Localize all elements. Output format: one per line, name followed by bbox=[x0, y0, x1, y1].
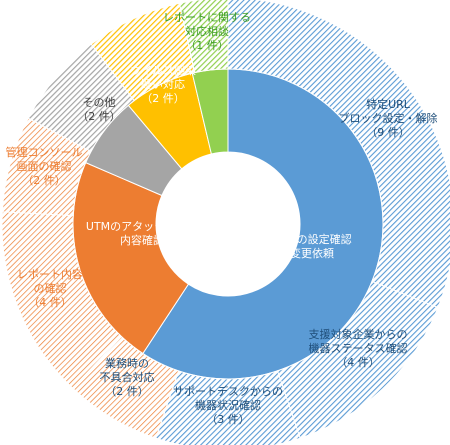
inner-ring bbox=[72, 68, 384, 380]
outer-slice-0 bbox=[227, 0, 450, 309]
outer-label-1: 支援対象企業からの機器ステータス確認（4 件） bbox=[309, 327, 408, 369]
outer-label-6: その他（2 件） bbox=[77, 96, 121, 123]
inner-label-0: UTMの設定確認変更依頼 bbox=[272, 232, 351, 260]
outer-label-4: レポート内容の確認（4 件） bbox=[17, 267, 83, 309]
outer-label-2: サポートデスクからの機器状況確認（3 件） bbox=[173, 384, 283, 426]
inner-label-1: UTMのアタック状況等内容確認 bbox=[86, 219, 198, 247]
outer-label-8: レポートに関する対応相談（1 件） bbox=[163, 11, 251, 52]
outer-label-0: 特定URL ブロック設定・解除（9 件） bbox=[339, 97, 438, 139]
outer-label-3: 業務時の不具合対応（2 件） bbox=[100, 356, 155, 398]
outer-label-5: 管理コンソール画面の確認（2 件） bbox=[6, 145, 83, 187]
outer-label-7: ウイルス感染疑い対応（2 件） bbox=[130, 63, 196, 105]
outer-slice-8 bbox=[178, 0, 229, 74]
chart-labels: UTMの設定確認変更依頼 UTMのアタック状況等内容確認 特定URL ブロック設定・解… bbox=[6, 11, 438, 426]
